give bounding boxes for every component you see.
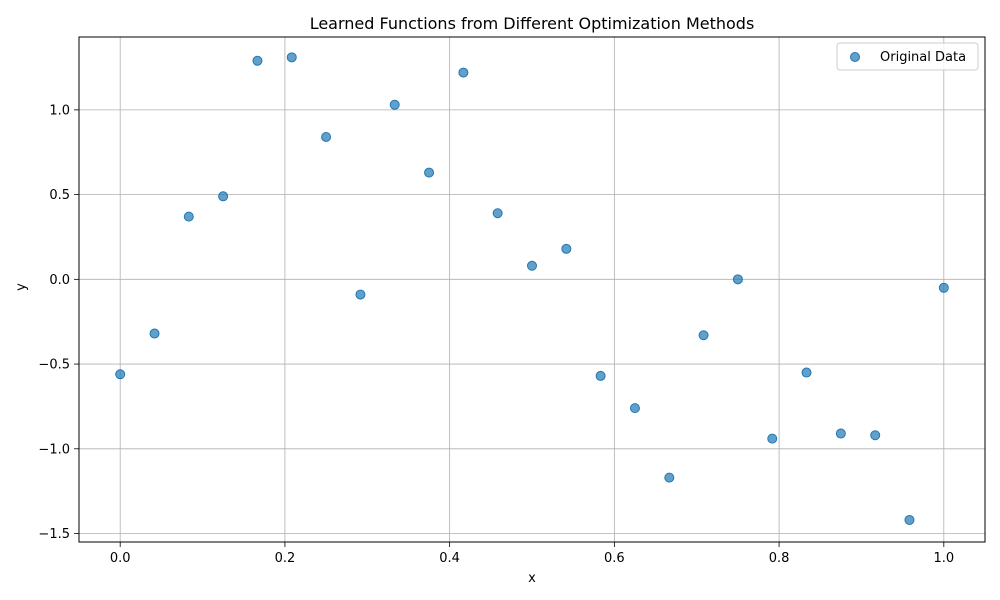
data-point (870, 430, 881, 441)
y-tick-label: −1.0 (38, 442, 70, 457)
legend: Original Data (836, 42, 979, 71)
data-points (115, 52, 949, 525)
y-tick-label: −1.5 (38, 527, 70, 542)
data-point (698, 330, 709, 341)
x-tick-label: 0.8 (769, 551, 790, 566)
y-tick-label: −0.5 (38, 358, 70, 373)
x-tick-label: 0.0 (110, 551, 131, 566)
data-point (904, 514, 915, 525)
data-point (424, 167, 435, 178)
legend-marker-original-data (850, 52, 860, 62)
data-point (286, 52, 297, 63)
x-tick-label: 1.0 (933, 551, 954, 566)
y-tick-label: 0.5 (49, 188, 70, 203)
legend-label-original-data: Original Data (880, 50, 966, 65)
data-point (321, 131, 332, 142)
data-point (561, 243, 572, 254)
data-point (629, 403, 640, 414)
data-point (595, 370, 606, 381)
data-point (492, 208, 503, 219)
data-point (355, 289, 366, 300)
axis-ticks: 0.0 0.2 0.4 0.6 0.8 1.0 −1.5 −1.0 −0.5 0.0 0.5 1.0 (38, 103, 954, 566)
data-point (938, 282, 949, 293)
x-axis-label: x (528, 571, 536, 586)
y-tick-label: 0.0 (49, 273, 70, 288)
data-point (183, 211, 194, 222)
legend-box (836, 42, 979, 71)
data-point (252, 55, 263, 66)
data-point (218, 191, 229, 202)
y-axis-label: y (14, 283, 29, 291)
y-tick-label: 1.0 (49, 103, 70, 118)
data-point (732, 274, 743, 285)
data-point (664, 472, 675, 483)
x-tick-label: 0.2 (275, 551, 296, 566)
x-tick-label: 0.6 (604, 551, 625, 566)
data-point (527, 260, 537, 271)
data-point (767, 433, 778, 444)
data-point (149, 328, 160, 339)
data-point (835, 428, 846, 439)
data-point (458, 67, 469, 78)
plot-area-frame (78, 36, 986, 543)
x-tick-label: 0.4 (439, 551, 460, 566)
data-point (801, 367, 812, 378)
data-point (389, 99, 400, 110)
data-point (115, 369, 126, 380)
chart-title: Learned Functions from Different Optimiz… (310, 14, 755, 33)
